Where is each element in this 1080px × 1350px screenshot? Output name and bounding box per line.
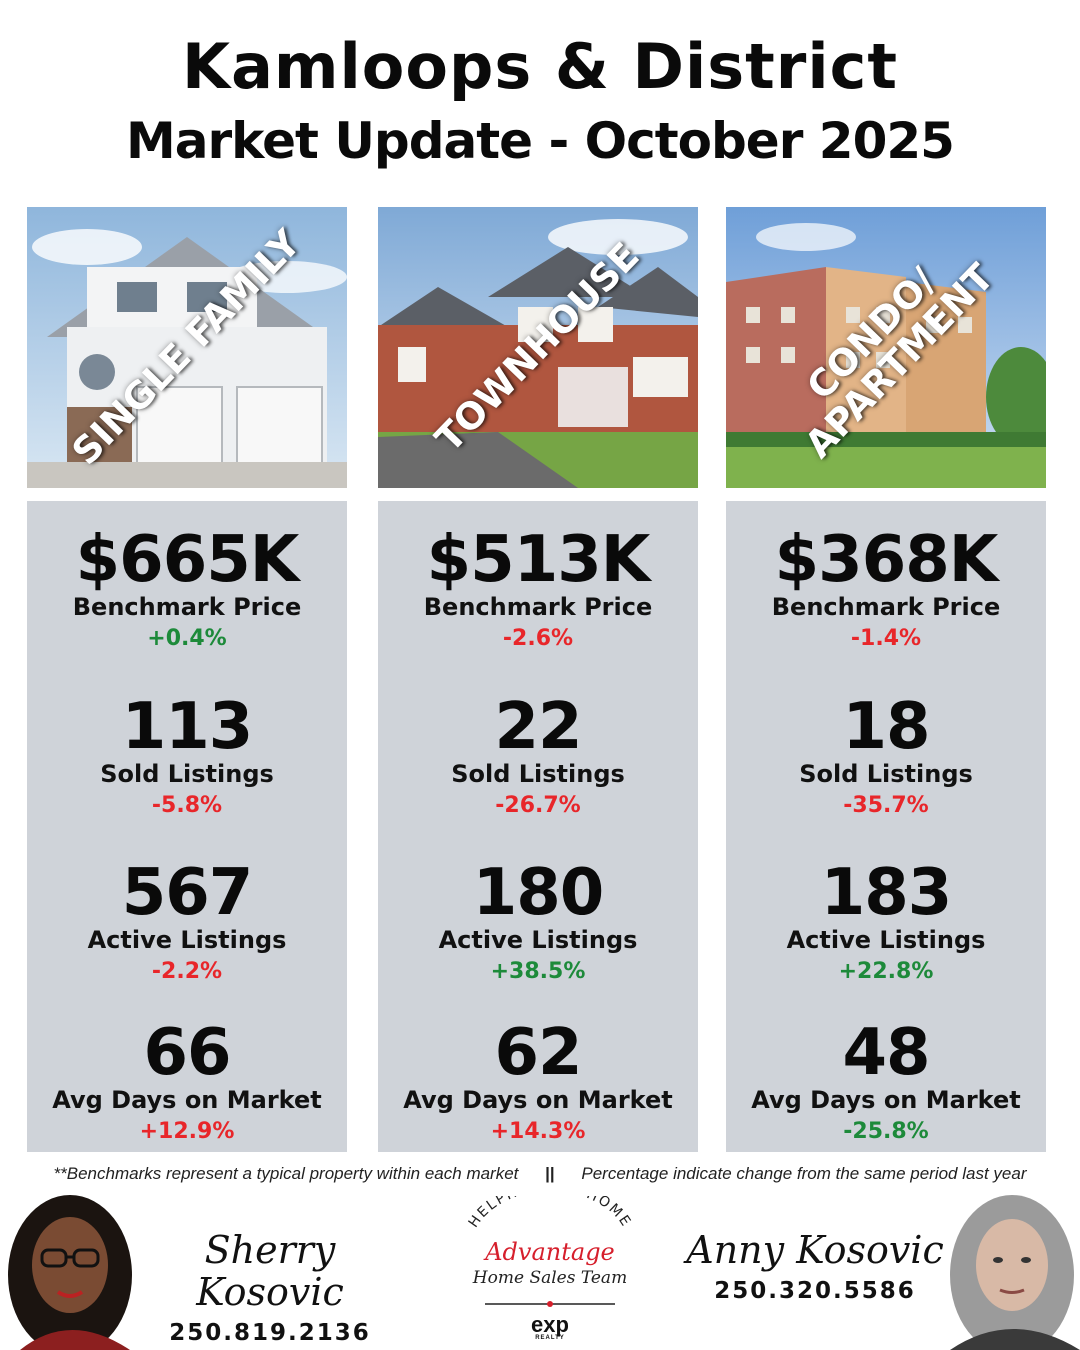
- stat-change: +0.4%: [147, 626, 227, 652]
- stat-label: Sold Listings: [100, 760, 274, 788]
- stat-value: 113: [121, 690, 254, 764]
- stat-value: $513K: [426, 523, 651, 597]
- agent-name: Sherry Kosovic: [196, 1228, 344, 1314]
- stat-change: +14.3%: [490, 1119, 586, 1145]
- benchmark-price-stat: $665K Benchmark Price +0.4%: [27, 528, 347, 652]
- avg-days-stat: 62 Avg Days on Market +14.3%: [378, 1021, 698, 1145]
- anny-avatar: [920, 1180, 1080, 1350]
- agent-sherry: Sherry Kosovic 250.819.2136: [130, 1228, 410, 1346]
- stat-label: Sold Listings: [451, 760, 625, 788]
- footnote-benchmarks: **Benchmarks represent a typical propert…: [53, 1164, 519, 1183]
- stat-label: Sold Listings: [799, 760, 973, 788]
- stat-label: Active Listings: [87, 926, 287, 954]
- stat-label: Avg Days on Market: [403, 1086, 673, 1114]
- stat-value: 183: [820, 856, 953, 930]
- page-subtitle: Market Update - October 2025: [126, 112, 955, 170]
- condo-stats-panel: $368K Benchmark Price -1.4% 18 Sold List…: [726, 501, 1046, 1152]
- active-listings-stat: 567 Active Listings -2.2%: [27, 861, 347, 985]
- active-listings-stat: 180 Active Listings +38.5%: [378, 861, 698, 985]
- stat-value: $665K: [75, 523, 300, 597]
- stat-label: Benchmark Price: [423, 593, 653, 621]
- stat-value: 18: [842, 690, 930, 764]
- stat-change: -5.8%: [151, 793, 223, 819]
- single-family-photo: SINGLE FAMILY: [27, 207, 347, 488]
- footnote: **Benchmarks represent a typical propert…: [0, 1164, 1080, 1184]
- agent-phone[interactable]: 250.320.5586: [714, 1277, 916, 1304]
- stat-label: Benchmark Price: [771, 593, 1001, 621]
- stat-label: Active Listings: [786, 926, 986, 954]
- stat-change: -2.6%: [502, 626, 574, 652]
- townhouse-illustration: [378, 207, 698, 488]
- stat-change: -26.7%: [495, 793, 581, 819]
- condo-illustration: [726, 207, 1046, 488]
- stat-label: Benchmark Price: [72, 593, 302, 621]
- stat-label: Active Listings: [438, 926, 638, 954]
- agent-name: Anny Kosovic: [686, 1228, 944, 1272]
- townhouse-stats-panel: $513K Benchmark Price -2.6% 22 Sold List…: [378, 501, 698, 1152]
- logo-brand: Advantage: [485, 1238, 615, 1266]
- condo-photo: CONDO/ APARTMENT: [726, 207, 1046, 488]
- exp-realty-logo: exp REALTY: [531, 1312, 569, 1341]
- avg-days-stat: 48 Avg Days on Market -25.8%: [726, 1021, 1046, 1145]
- sherry-avatar: [0, 1180, 160, 1350]
- stat-change: -35.7%: [843, 793, 929, 819]
- stat-value: 22: [494, 690, 582, 764]
- svg-text:HELPING YOU HOME: HELPING YOU HOME: [466, 1196, 635, 1231]
- stat-change: +22.8%: [838, 959, 934, 985]
- stat-change: -2.2%: [151, 959, 223, 985]
- footnote-percentages: Percentage indicate change from the same…: [581, 1164, 1027, 1183]
- benchmark-price-stat: $368K Benchmark Price -1.4%: [726, 528, 1046, 652]
- stat-value: $368K: [774, 523, 999, 597]
- single-family-stats-panel: $665K Benchmark Price +0.4% 113 Sold Lis…: [27, 501, 347, 1152]
- sold-listings-stat: 22 Sold Listings -26.7%: [378, 695, 698, 819]
- avg-days-stat: 66 Avg Days on Market +12.9%: [27, 1021, 347, 1145]
- advantage-team-logo: HELPING YOU HOME Advantage Home Sales Te…: [445, 1196, 655, 1346]
- house-arc-icon: HELPING YOU HOME: [466, 1196, 635, 1307]
- logo-team: Home Sales Team: [472, 1268, 628, 1288]
- stat-change: -25.8%: [843, 1119, 929, 1145]
- stat-change: +38.5%: [490, 959, 586, 985]
- stat-value: 567: [121, 856, 254, 930]
- active-listings-stat: 183 Active Listings +22.8%: [726, 861, 1046, 985]
- agent-phone[interactable]: 250.819.2136: [169, 1319, 371, 1346]
- stat-value: 180: [472, 856, 605, 930]
- stat-change: -1.4%: [850, 626, 922, 652]
- sold-listings-stat: 18 Sold Listings -35.7%: [726, 695, 1046, 819]
- agent-anny: Anny Kosovic 250.320.5586: [675, 1228, 955, 1304]
- house-illustration: [27, 207, 347, 488]
- benchmark-price-stat: $513K Benchmark Price -2.6%: [378, 528, 698, 652]
- stat-value: 66: [143, 1016, 231, 1090]
- stat-label: Avg Days on Market: [751, 1086, 1021, 1114]
- sold-listings-stat: 113 Sold Listings -5.8%: [27, 695, 347, 819]
- footnote-separator: ||: [545, 1164, 555, 1183]
- stat-change: +12.9%: [139, 1119, 235, 1145]
- stat-label: Avg Days on Market: [52, 1086, 322, 1114]
- stat-value: 48: [842, 1016, 930, 1090]
- townhouse-photo: TOWNHOUSE: [378, 207, 698, 488]
- page-title: Kamloops & District: [182, 30, 898, 103]
- stat-value: 62: [494, 1016, 582, 1090]
